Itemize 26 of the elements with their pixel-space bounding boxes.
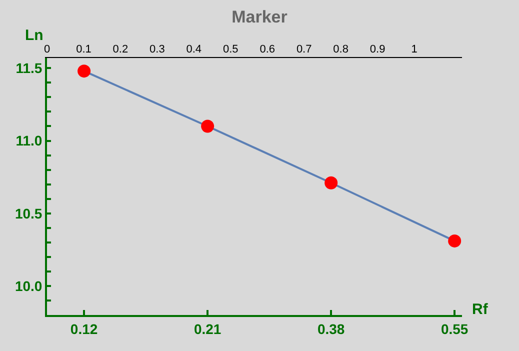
x2-tick-label: 0.6: [260, 44, 275, 56]
chart-title: Marker: [232, 7, 288, 26]
y-tick-label: 10.5: [14, 205, 42, 222]
x2-tick-label: 0.4: [186, 44, 202, 56]
x-tick-label: 0.55: [440, 320, 468, 337]
point: [448, 234, 462, 248]
x2-tick-label: 0.8: [333, 44, 348, 56]
x2-tick-label: 0.2: [112, 44, 128, 56]
x-tick-label: 0.21: [194, 320, 222, 337]
y-tick-label: 11.5: [16, 60, 42, 76]
y-tick-label: 11.0: [16, 132, 42, 149]
x2-tick-label: 0.1: [76, 44, 92, 56]
point: [78, 64, 91, 78]
x2-tick-label: 0.9: [370, 44, 386, 56]
x-axis-title: Rf: [472, 301, 489, 318]
point: [324, 176, 338, 190]
x-tick-label: 0.12: [70, 320, 98, 337]
y-tick-label: 10.0: [14, 278, 42, 294]
x2-tick-label: 0: [44, 44, 50, 56]
x2-tick-label: 0.3: [150, 44, 165, 56]
x2-tick-label: 0.5: [222, 44, 238, 56]
x2-tick-label: 1: [411, 44, 418, 56]
y-axis-title: Ln: [25, 27, 44, 44]
point: [201, 120, 214, 133]
x2-tick-label: 0.7: [296, 44, 312, 56]
x-tick-label: 0.38: [317, 320, 345, 337]
